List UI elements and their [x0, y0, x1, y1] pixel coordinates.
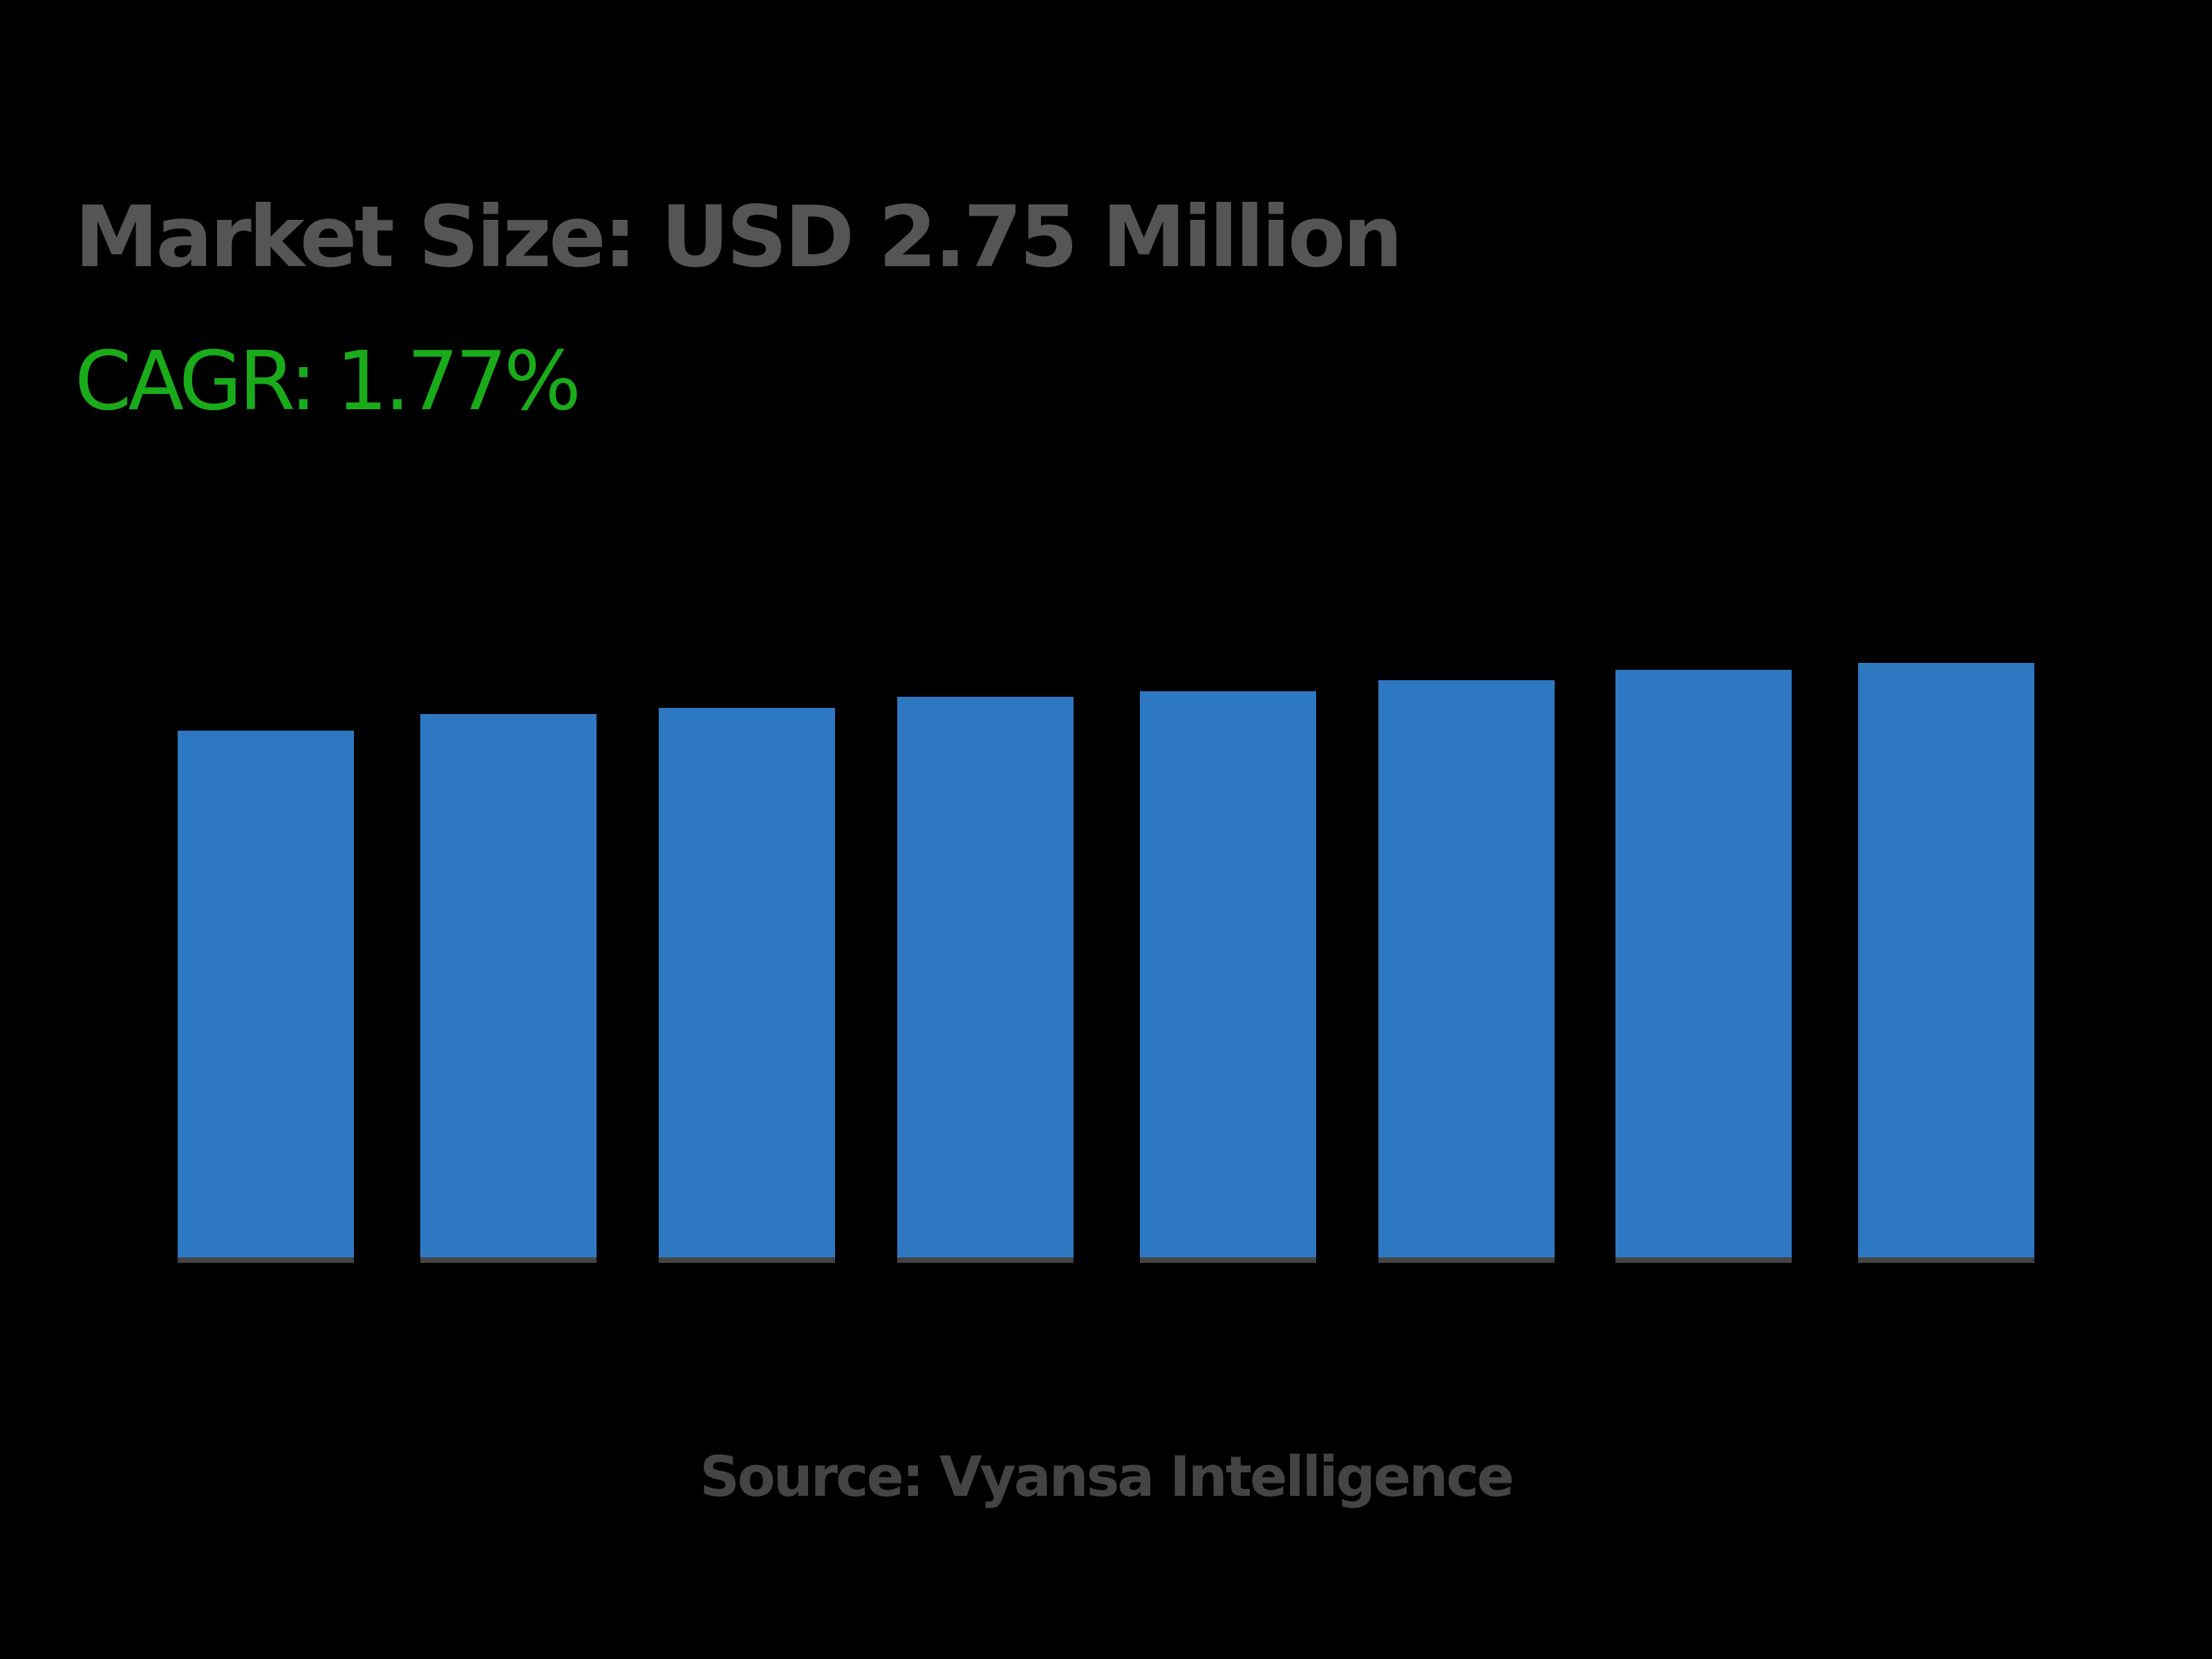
- bar: [420, 713, 597, 1263]
- bar: [1378, 679, 1555, 1263]
- source-label: Source: Vyansa Intelligence: [700, 1445, 1515, 1509]
- bar: [659, 708, 836, 1263]
- market-size-title: Market Size: USD 2.75 Million: [75, 188, 1403, 286]
- cagr-label: CAGR: 1.77%: [75, 333, 581, 429]
- bar: [897, 697, 1074, 1263]
- bar: [1857, 663, 2034, 1263]
- bar: [178, 731, 355, 1263]
- bar: [1139, 691, 1317, 1263]
- bar: [1615, 670, 1792, 1263]
